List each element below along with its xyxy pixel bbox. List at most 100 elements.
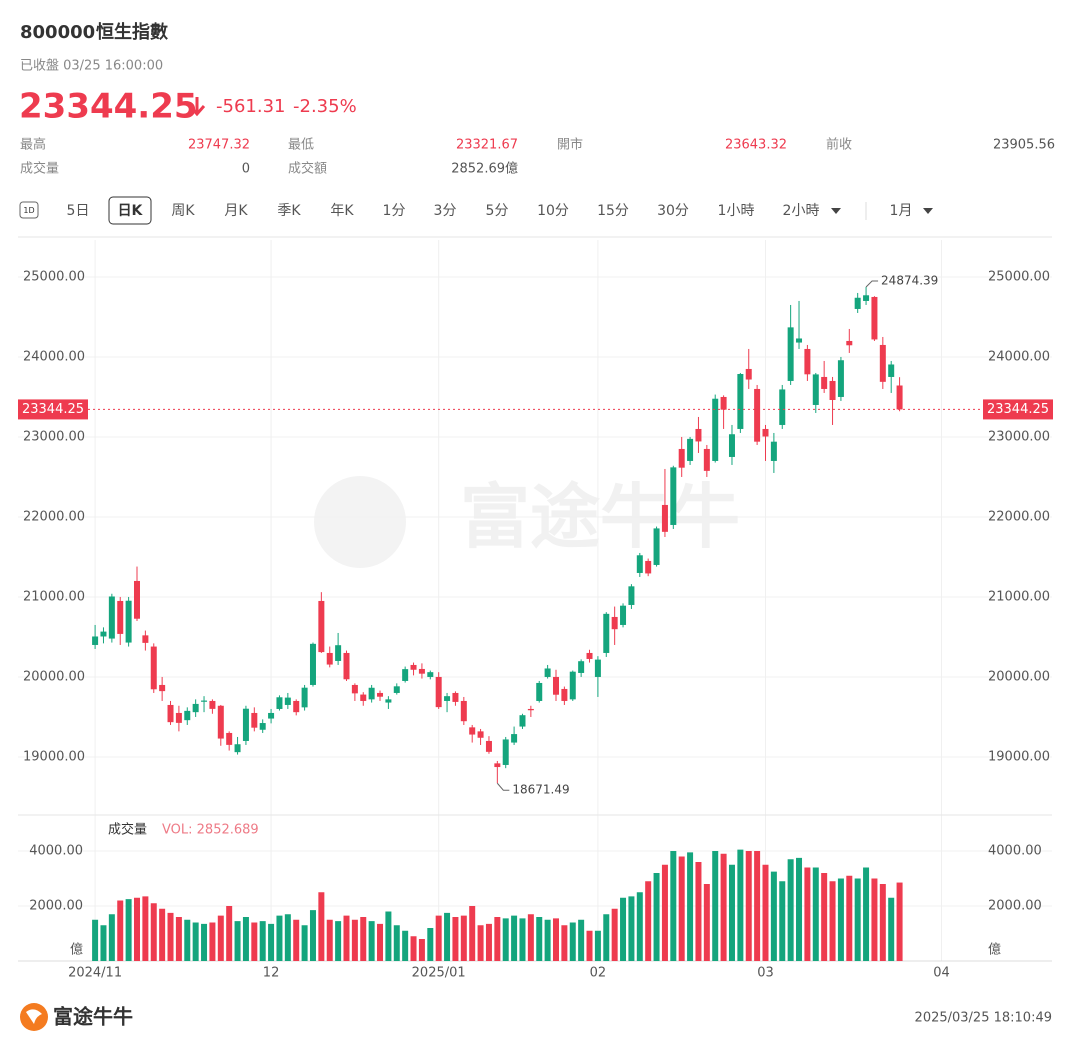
candle-body bbox=[293, 700, 300, 713]
candle-body bbox=[226, 732, 233, 745]
candle-body bbox=[519, 715, 526, 727]
volume-bar bbox=[427, 928, 434, 961]
candle-body bbox=[167, 704, 174, 723]
stat-value: 0 bbox=[242, 162, 250, 177]
tab[interactable]: 季K bbox=[277, 203, 301, 219]
candle-body bbox=[594, 659, 601, 677]
volume-bar bbox=[351, 919, 358, 961]
volume-bar bbox=[343, 915, 350, 961]
footer-time: 2025/03/25 18:10:49 bbox=[915, 1011, 1052, 1026]
market-status: 已收盤 03/25 16:00:00 bbox=[20, 59, 163, 74]
volume-bar bbox=[108, 914, 115, 961]
candle-body bbox=[536, 682, 543, 701]
volume-bar bbox=[444, 912, 451, 961]
candle-body bbox=[284, 697, 291, 705]
candle-body bbox=[201, 700, 208, 702]
volume-bar bbox=[284, 914, 291, 961]
tab[interactable]: 月K bbox=[224, 203, 248, 219]
tab[interactable]: 日K bbox=[118, 203, 144, 219]
candle-body bbox=[393, 686, 400, 693]
y-tick-label-right: 25000.00 bbox=[988, 269, 1050, 284]
candle-body bbox=[737, 374, 744, 429]
tab[interactable]: 1分 bbox=[383, 203, 406, 219]
volume-bar bbox=[402, 930, 409, 961]
volume-bar bbox=[896, 882, 903, 961]
volume-bar bbox=[871, 878, 878, 961]
volume-bar bbox=[611, 908, 618, 961]
volume-bar bbox=[678, 856, 685, 961]
tab-selected[interactable] bbox=[108, 196, 152, 225]
candle-body bbox=[854, 297, 861, 309]
volume-bar bbox=[519, 918, 526, 961]
y-tick-label: 22000.00 bbox=[23, 509, 85, 524]
tab[interactable]: 30分 bbox=[657, 203, 689, 219]
volume-bar bbox=[569, 922, 576, 961]
tab[interactable]: 年K bbox=[330, 203, 354, 219]
tab[interactable]: 15分 bbox=[597, 203, 629, 219]
candle-body bbox=[527, 708, 534, 711]
volume-bar bbox=[251, 922, 258, 961]
vol-title: 成交量 bbox=[108, 822, 147, 838]
vol-tick-label-right: 2000.00 bbox=[988, 899, 1042, 914]
volume-bar bbox=[779, 881, 786, 961]
candle-body bbox=[661, 504, 668, 532]
volume-bar bbox=[209, 922, 216, 961]
y-tick-label-right: 20000.00 bbox=[988, 669, 1050, 684]
volume-bar bbox=[360, 917, 367, 961]
volume-bar bbox=[796, 857, 803, 961]
tab[interactable]: 2小時 bbox=[783, 203, 820, 219]
volume-bar bbox=[846, 875, 853, 961]
stat-label: 前收 bbox=[826, 137, 852, 153]
volume-bar bbox=[712, 851, 719, 961]
stock-code: 800000 bbox=[20, 22, 95, 43]
volume-bar bbox=[821, 873, 828, 961]
candle-body bbox=[301, 687, 308, 708]
volume-bar bbox=[469, 906, 476, 961]
volume-bar bbox=[133, 897, 140, 961]
candle-body bbox=[720, 396, 727, 410]
footer-brand: 富途牛牛 bbox=[53, 1005, 133, 1029]
candle-body bbox=[770, 441, 777, 461]
stat-label: 最低 bbox=[288, 138, 314, 153]
candle-body bbox=[469, 727, 476, 735]
candle-body bbox=[728, 434, 735, 457]
candle-body bbox=[628, 586, 635, 605]
volume-bar bbox=[603, 914, 610, 961]
y-tick-label-right: 24000.00 bbox=[988, 349, 1050, 364]
candle-body bbox=[561, 688, 568, 701]
tab-icon[interactable]: 1D bbox=[23, 206, 34, 215]
candle-body bbox=[812, 374, 819, 405]
tab[interactable]: 5日 bbox=[67, 203, 90, 219]
volume-bar bbox=[536, 917, 543, 961]
tab[interactable]: 5分 bbox=[486, 203, 509, 219]
change: -561.31 bbox=[216, 96, 285, 117]
vol-legend: VOL: 2852.689 bbox=[162, 823, 259, 838]
tab[interactable]: 10分 bbox=[537, 203, 569, 219]
volume-bar bbox=[100, 925, 107, 961]
volume-bar bbox=[628, 896, 635, 961]
candle-body bbox=[326, 652, 333, 665]
x-tick-label: 2024/11 bbox=[68, 966, 122, 981]
volume-bar bbox=[167, 912, 174, 961]
tab[interactable]: 1小時 bbox=[718, 203, 755, 219]
y-tick-label-right: 21000.00 bbox=[988, 589, 1050, 604]
volume-bar bbox=[762, 864, 769, 961]
last-price-label: 23344.25 bbox=[22, 402, 84, 417]
volume-bar bbox=[92, 919, 99, 961]
volume-bar bbox=[142, 896, 149, 961]
dropdown-arrow[interactable] bbox=[831, 208, 841, 214]
volume-bar bbox=[653, 873, 660, 961]
volume-bar bbox=[745, 851, 752, 961]
tab[interactable]: 周K bbox=[171, 203, 195, 219]
candle-body bbox=[620, 605, 627, 625]
volume-bar bbox=[318, 892, 325, 961]
dropdown-arrow[interactable] bbox=[923, 208, 933, 214]
volume-bar bbox=[511, 915, 518, 961]
candle-body bbox=[703, 448, 710, 471]
tab[interactable]: 3分 bbox=[434, 203, 457, 219]
y-tick-label-right: 22000.00 bbox=[988, 509, 1050, 524]
vol-unit-right: 億 bbox=[988, 942, 1001, 958]
candle-body bbox=[863, 295, 870, 301]
tab-icon-box[interactable] bbox=[19, 201, 39, 219]
tab[interactable]: 1月 bbox=[890, 203, 913, 219]
